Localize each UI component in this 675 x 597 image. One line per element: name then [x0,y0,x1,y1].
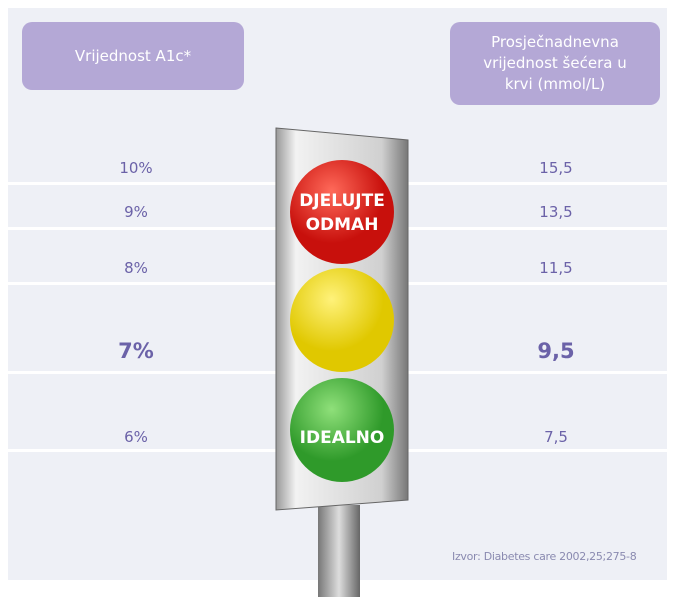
infographic: Vrijednost A1c* Prosječnadnevna vrijedno… [0,0,675,597]
green-label: IDEALNO [300,428,385,448]
a1c-value: 6% [36,428,236,446]
glucose-value: 9,5 [456,339,656,363]
glucose-value: 11,5 [456,259,656,277]
a1c-value: 8% [36,259,236,277]
glucose-value: 7,5 [456,428,656,446]
source: Izvor: Diabetes care 2002,25;275-8 [452,550,636,563]
page: {"header": {"left": "Vrijednost A1c*", "… [0,0,675,597]
pole [318,505,360,597]
body: Vrijednost A1c* Prosječnadnevna vrijedno… [0,0,675,597]
red-light [290,160,394,264]
yellow-light [290,268,394,372]
traffic-light: DJELUJTEODMAH IDEALNO [0,0,675,597]
glucose-value: 15,5 [456,159,656,177]
glucose-value: 13,5 [456,203,656,221]
a1c-value: 10% [36,159,236,177]
a1c-value: 9% [36,203,236,221]
a1c-value: 7% [36,339,236,363]
